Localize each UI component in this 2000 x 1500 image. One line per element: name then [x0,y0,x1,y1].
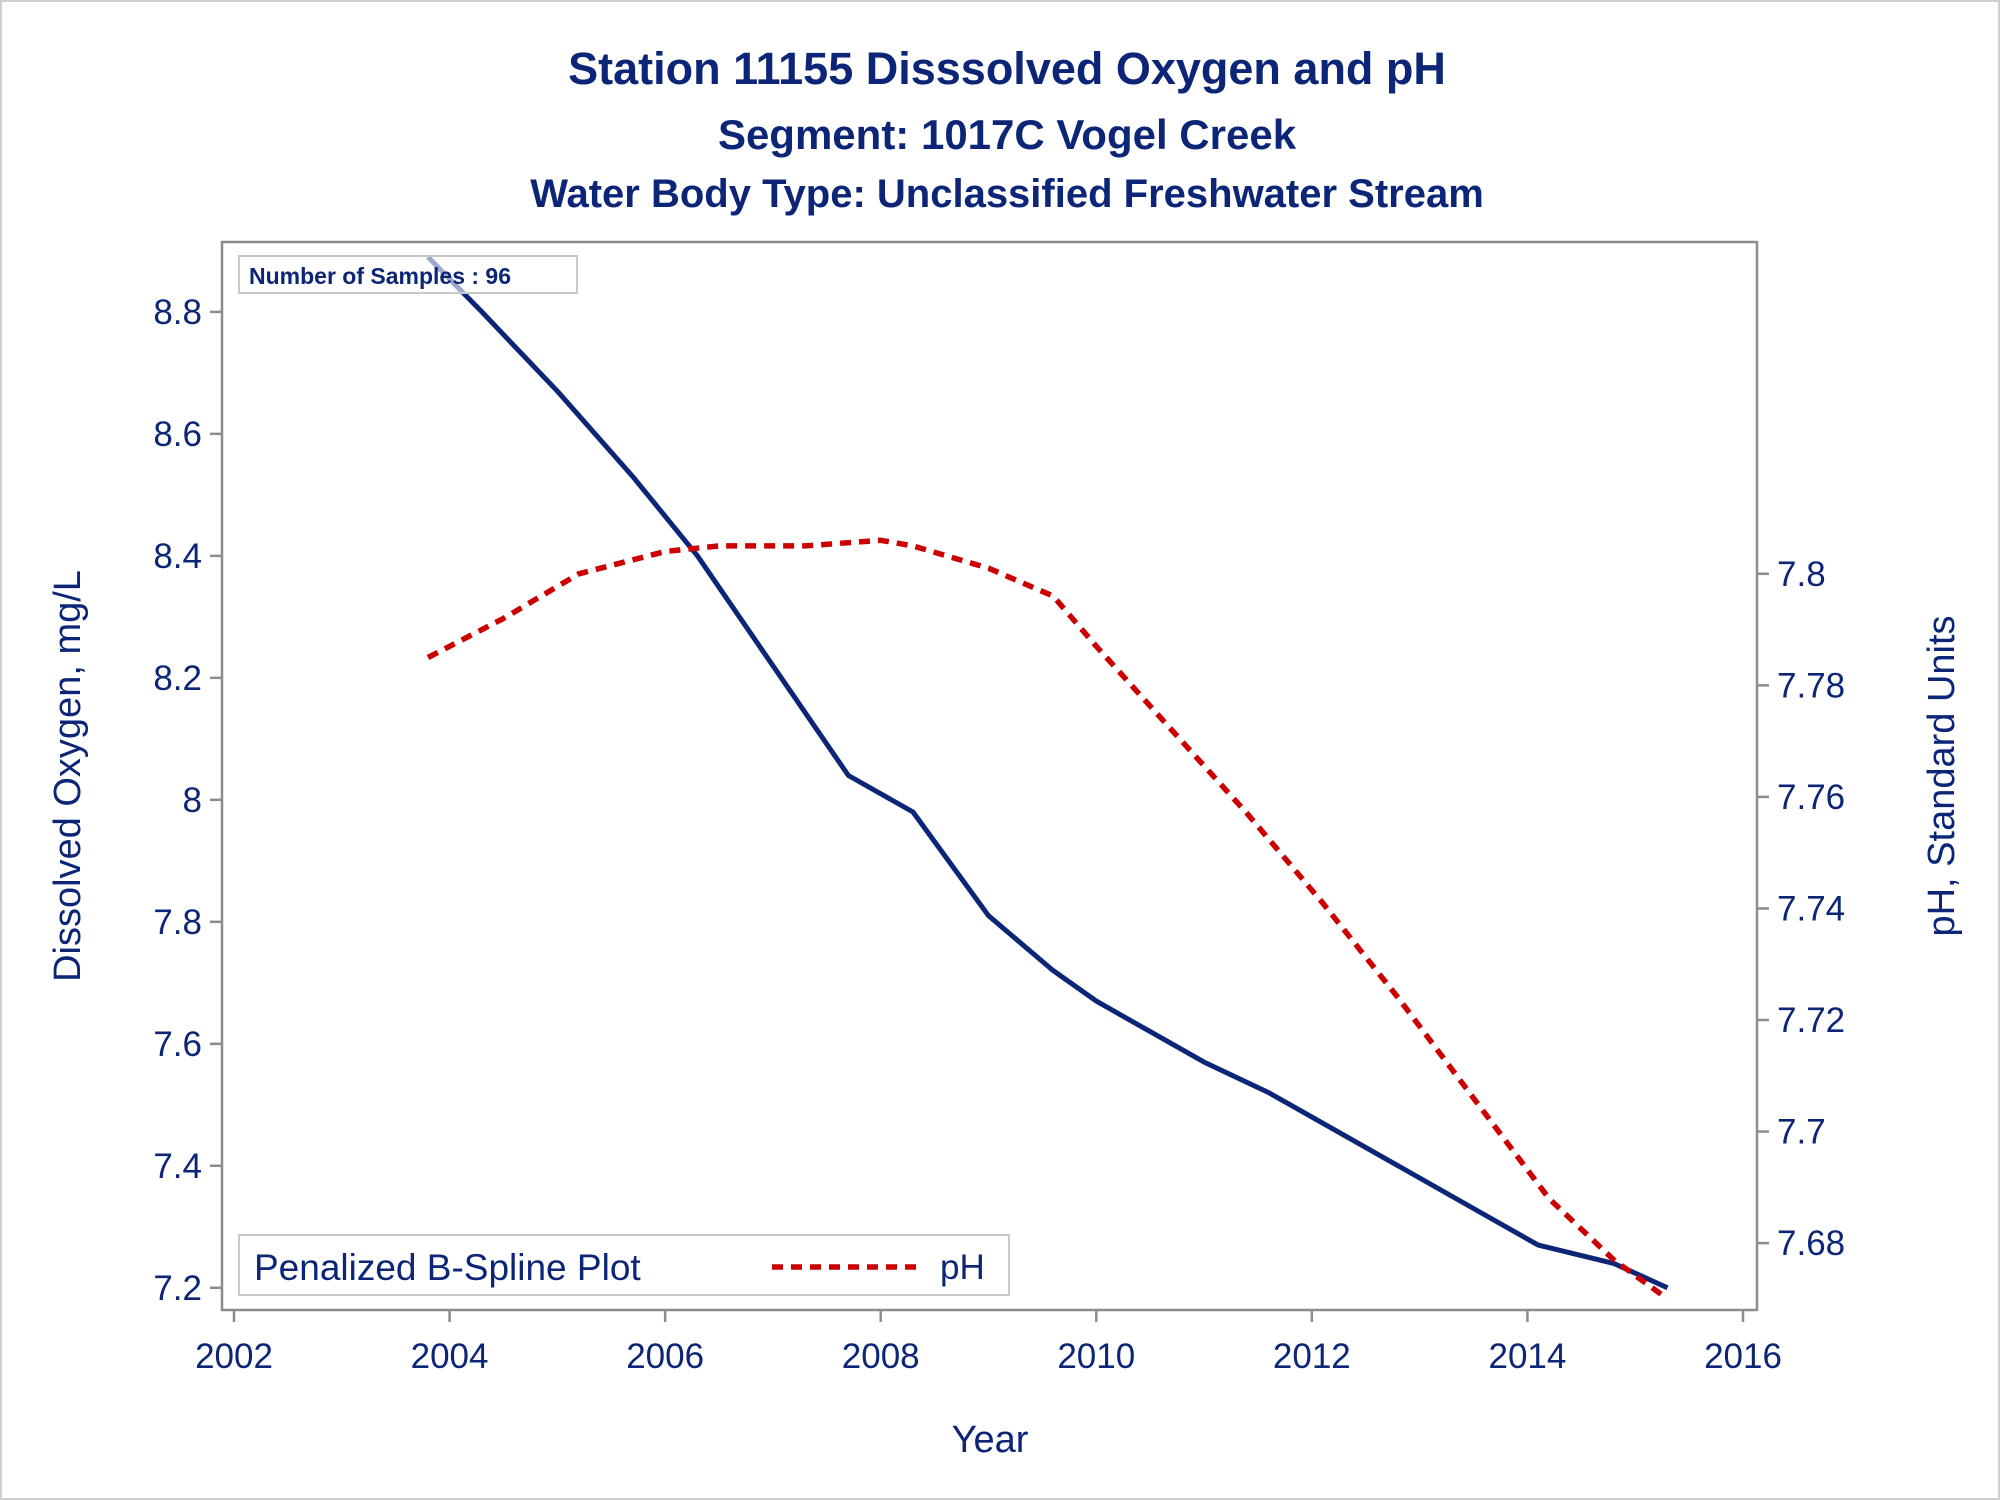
y2-tick-label: 7.68 [1777,1224,1845,1263]
y2-axis-label: pH, Standard Units [1921,615,1963,936]
x-tick-label: 2016 [1704,1337,1782,1376]
y2-tick-label: 7.76 [1777,778,1845,817]
y-tick-label: 7.2 [153,1269,202,1308]
legend-title: Penalized B-Spline Plot [254,1247,641,1288]
series-layer [426,255,1670,1302]
sample-count-frame [238,255,578,294]
x-tick-label: 2006 [626,1337,704,1376]
y-tick-label: 7.6 [153,1025,202,1064]
y-tick-label: 7.4 [153,1147,202,1186]
sample-count-box: Number of Samples : 96 [238,255,578,294]
legend: Penalized B-Spline Plot pH [238,1234,1010,1296]
x-tick-label: 2002 [195,1337,273,1376]
x-axis: 2002 2004 2006 2008 2010 2012 2014 2016 [195,1310,1782,1376]
legend-ph-label: pH [940,1248,985,1287]
x-axis-label: Year [952,1419,1029,1461]
x-tick-label: 2004 [411,1337,489,1376]
y2-tick-label: 7.72 [1777,1001,1845,1040]
legend-frame [238,1234,1010,1296]
sample-count-label: Number of Samples : 96 [249,263,511,289]
x-tick-label: 2010 [1057,1337,1135,1376]
x-tick-label: 2008 [842,1337,920,1376]
y-tick-label: 8 [183,781,202,820]
y-tick-label: 8.8 [153,293,202,332]
y-tick-label: 8.4 [153,537,202,576]
dissolved-oxygen-series-line [426,255,1669,1291]
x-tick-label: 2014 [1488,1337,1566,1376]
plot-frame [220,240,1759,1312]
y-tick-label: 8.2 [153,659,202,698]
y-axis-left: 7.2 7.4 7.6 7.8 8 8.2 8.4 8.6 8.8 [153,293,222,1308]
y-tick-label: 7.8 [153,903,202,942]
chart-title: Station 11155 Disssolved Oxygen and pH [568,43,1446,94]
y-tick-label: 8.6 [153,415,202,454]
y2-tick-label: 7.7 [1777,1113,1826,1152]
chart-subtitle-segment: Segment: 1017C Vogel Creek [718,111,1297,158]
ph-series-line [426,537,1670,1302]
chart-subtitle-waterbody: Water Body Type: Unclassified Freshwater… [530,172,1484,216]
y2-tick-label: 7.78 [1777,666,1845,705]
x-tick-label: 2012 [1273,1337,1351,1376]
y-axis-label: Dissolved Oxygen, mg/L [47,570,89,982]
y-axis-right: 7.68 7.7 7.72 7.74 7.76 7.78 7.8 [1757,555,1845,1263]
y2-tick-label: 7.74 [1777,889,1845,928]
y2-tick-label: 7.8 [1777,555,1826,594]
